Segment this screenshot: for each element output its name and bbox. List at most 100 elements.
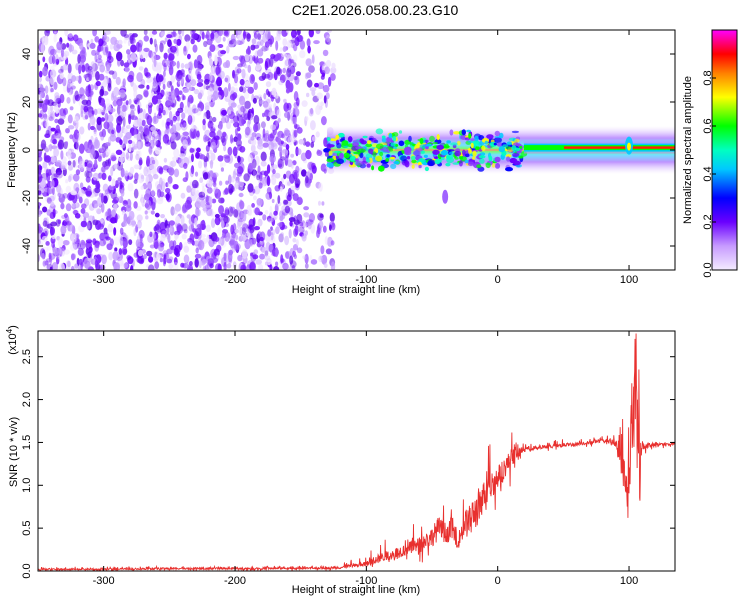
spectrogram-noise-cell bbox=[330, 261, 336, 270]
spectrogram-noise-cell bbox=[111, 199, 119, 204]
spectrogram-noise-cell bbox=[166, 34, 173, 39]
snr-plot-area bbox=[38, 333, 675, 571]
spectrogram-noise-cell bbox=[62, 63, 69, 71]
spectrogram-band-cell bbox=[335, 155, 340, 160]
spectrogram-noise-cell bbox=[209, 196, 213, 206]
spectrogram-noise-cell bbox=[135, 153, 140, 161]
spectrogram-noise-cell bbox=[45, 100, 50, 106]
spectrogram-noise-cell bbox=[287, 181, 291, 186]
spectrogram-noise-cell bbox=[56, 41, 63, 51]
spectrogram-noise-cell bbox=[50, 226, 55, 236]
spectrogram-noise-cell bbox=[133, 88, 138, 99]
spectrogram-band-cell bbox=[485, 162, 491, 169]
spectrogram-noise-cell bbox=[78, 143, 85, 154]
spectrogram-noise-cell bbox=[135, 41, 141, 53]
spectrogram-noise-cell bbox=[57, 139, 65, 150]
spectrogram-noise-cell bbox=[158, 243, 164, 252]
spectrogram-y-label: Frequency (Hz) bbox=[6, 112, 18, 188]
spectrogram-noise-cell bbox=[187, 61, 193, 71]
spectrogram-noise-cell bbox=[93, 36, 98, 42]
spectrogram-noise-cell bbox=[50, 127, 56, 132]
spectrogram-noise-cell bbox=[285, 170, 292, 179]
spectrogram-noise-cell bbox=[94, 52, 98, 63]
spectrogram-noise-cell bbox=[166, 248, 173, 255]
spectrogram-noise-cell bbox=[269, 205, 273, 217]
spectrogram-noise-cell bbox=[67, 80, 72, 89]
spectrogram-band-cell bbox=[424, 166, 429, 172]
spectrogram-noise-cell bbox=[50, 104, 54, 112]
spectrogram-noise-cell bbox=[257, 57, 264, 64]
spectrogram-noise-cell bbox=[247, 168, 251, 178]
spectrogram-noise-cell bbox=[98, 73, 105, 81]
spectrogram-noise-cell bbox=[317, 82, 325, 90]
spectrogram-noise-cell bbox=[170, 141, 177, 150]
spectrogram-noise-cell bbox=[244, 126, 251, 136]
spectrogram-band-cell bbox=[382, 146, 389, 153]
spectrogram-noise-cell bbox=[87, 251, 92, 259]
spectrogram-noise-cell bbox=[51, 234, 56, 240]
spectrogram-noise-cell bbox=[77, 264, 83, 270]
spectrogram-noise-cell bbox=[311, 162, 316, 170]
spectrogram-noise-cell bbox=[264, 209, 269, 215]
spectrogram-noise-cell bbox=[310, 107, 314, 115]
spectrogram-noise-cell bbox=[251, 203, 256, 208]
spectrogram-band-cell bbox=[486, 144, 491, 148]
spectrogram-band-cell bbox=[326, 137, 331, 142]
spectrogram-noise-cell bbox=[187, 94, 194, 104]
spectrogram-noise-cell bbox=[295, 239, 299, 247]
spectrogram-noise-cell bbox=[138, 150, 142, 158]
spectrogram-noise-cell bbox=[172, 184, 179, 190]
spectrogram-noise-cell bbox=[195, 227, 202, 237]
spectrogram-band-cell bbox=[424, 139, 430, 143]
spectrogram-noise-cell bbox=[223, 31, 229, 37]
spectrogram-noise-cell bbox=[153, 226, 158, 232]
spectrogram-noise-cell bbox=[239, 78, 245, 86]
spectrogram-noise-cell bbox=[105, 148, 111, 156]
spectrogram-noise-cell bbox=[310, 120, 316, 131]
spectrogram-noise-cell bbox=[170, 85, 174, 93]
spectrogram-noise-cell bbox=[45, 75, 51, 82]
spectrogram-noise-cell bbox=[116, 51, 123, 62]
spectrogram-noise-cell bbox=[184, 63, 190, 69]
spectrogram-noise-cell bbox=[235, 234, 239, 241]
spectrogram-noise-cell bbox=[83, 105, 89, 113]
spectrogram-noise-cell bbox=[41, 252, 45, 260]
spectrogram-noise-cell bbox=[74, 263, 79, 269]
colorbar-tick-label: 0.6 bbox=[702, 118, 714, 133]
spectrogram-noise-cell bbox=[191, 128, 197, 134]
spectrogram-noise-cell bbox=[78, 258, 84, 266]
spectrogram-noise-cell bbox=[235, 30, 242, 35]
spectrogram-noise-cell bbox=[202, 185, 205, 197]
spectrogram-noise-cell bbox=[121, 246, 128, 256]
spectrogram-noise-cell bbox=[57, 237, 64, 248]
spectrogram-noise-cell bbox=[266, 164, 271, 174]
spectrogram-noise-cell bbox=[76, 234, 79, 243]
spectrogram-noise-cell bbox=[318, 220, 324, 229]
spectrogram-noise-cell bbox=[269, 57, 274, 68]
spectrogram-noise-cell bbox=[149, 231, 153, 238]
spectrogram-noise-cell bbox=[123, 262, 128, 269]
spectrogram-noise-cell bbox=[100, 117, 106, 122]
spectrogram-noise-cell bbox=[289, 173, 295, 184]
spectrogram-noise-cell bbox=[320, 101, 324, 107]
spectrogram-band-cell bbox=[335, 134, 340, 140]
spectrogram-noise-cell bbox=[219, 162, 223, 168]
spectrogram-noise-cell bbox=[128, 239, 133, 246]
spectrogram-noise-cell bbox=[223, 252, 227, 262]
spectrogram-noise-cell bbox=[42, 103, 48, 113]
spectrogram-noise-cell bbox=[256, 174, 261, 181]
spectrogram-noise-cell bbox=[53, 81, 58, 90]
spectrogram-noise-cell bbox=[174, 230, 181, 236]
spectrogram-noise-cell bbox=[125, 205, 132, 212]
spectrogram-noise-cell bbox=[66, 97, 71, 104]
spectrogram-band-cell bbox=[371, 165, 375, 171]
spectrogram-noise-cell bbox=[98, 148, 105, 153]
spectrogram-noise-cell bbox=[308, 213, 315, 223]
spectrogram-noise-cell bbox=[257, 165, 261, 174]
spectrogram-noise-cell bbox=[144, 72, 151, 77]
spectrogram-noise-cell bbox=[281, 148, 289, 156]
spectrogram-noise-cell bbox=[142, 108, 146, 120]
spectrogram-noise-cell bbox=[168, 263, 174, 269]
spectrogram-noise-cell bbox=[288, 63, 292, 71]
spectrogram-noise-cell bbox=[88, 203, 95, 211]
